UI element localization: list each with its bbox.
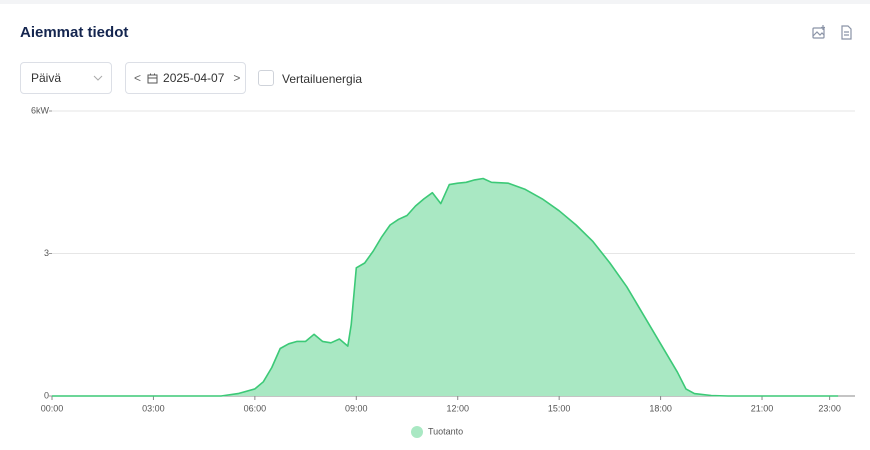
x-tick-label: 18:00 [649, 403, 672, 413]
x-tick-label: 21:00 [751, 403, 774, 413]
area [52, 178, 839, 396]
legend-swatch [411, 426, 423, 438]
x-tick-label: 03:00 [142, 403, 165, 413]
next-day[interactable]: > [233, 71, 241, 85]
x-tick-label: 12:00 [446, 403, 469, 413]
x-tick-label: 23:00 [818, 403, 841, 413]
compare-label: Vertailuenergia [282, 72, 363, 86]
legend-label[interactable]: Tuotanto [428, 426, 463, 436]
date-value: 2025-04-07 [163, 71, 225, 85]
calendar-icon [147, 73, 158, 83]
x-tick-label: 09:00 [345, 403, 368, 413]
prev-day[interactable]: < [134, 71, 142, 85]
x-tick-label: 00:00 [41, 403, 64, 413]
toolbar-icons [812, 25, 852, 40]
date-picker[interactable]: < 2025-04-07 > [125, 62, 246, 94]
y-tick-label: 6kW [31, 105, 50, 115]
y-tick-label: 3 [44, 248, 49, 258]
line [52, 177, 839, 397]
y-tick-label: 0 [44, 390, 49, 400]
x-tick-label: 06:00 [244, 403, 267, 413]
period-value: Päivä [31, 71, 62, 85]
period-select[interactable]: Päivä [20, 62, 112, 94]
image-export-icon[interactable] [812, 25, 825, 39]
x-tick-label: 15:00 [548, 403, 571, 413]
data-export-icon[interactable] [841, 25, 852, 40]
chevron [93, 75, 103, 81]
title: Aiemmat tiedot [20, 24, 129, 41]
compare-checkbox[interactable] [258, 70, 274, 86]
